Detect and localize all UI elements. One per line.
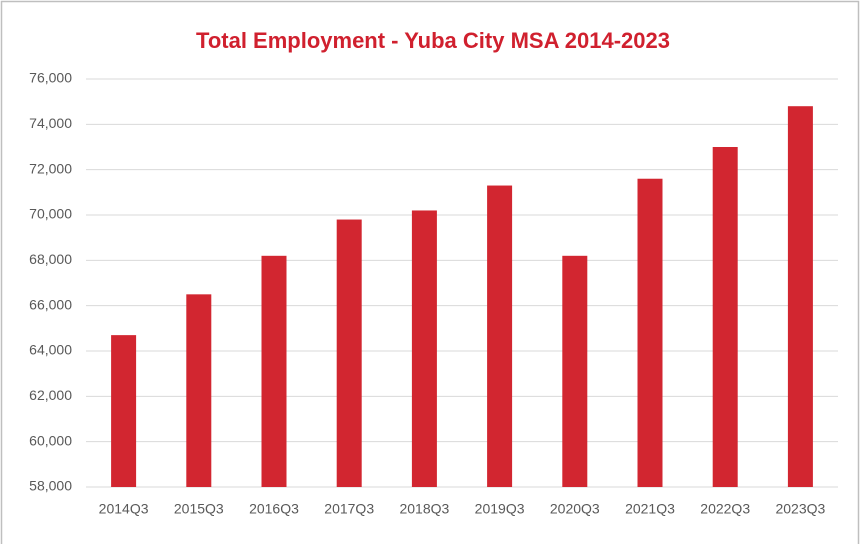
y-tick-label: 76,000 [29, 70, 72, 86]
y-tick-label: 74,000 [29, 115, 72, 131]
chart-title: Total Employment - Yuba City MSA 2014-20… [196, 28, 670, 53]
bar [562, 255, 588, 487]
bar [487, 185, 513, 488]
x-tick-label: 2016Q3 [249, 501, 299, 517]
x-tick-label: 2017Q3 [324, 501, 374, 517]
x-tick-label: 2023Q3 [775, 501, 825, 517]
y-tick-label: 68,000 [29, 251, 72, 267]
y-tick-label: 62,000 [29, 387, 72, 403]
bar [411, 210, 437, 487]
bar [186, 294, 212, 487]
x-tick-label: 2020Q3 [550, 501, 600, 517]
x-tick-label: 2015Q3 [174, 501, 224, 517]
y-tick-label: 66,000 [29, 296, 72, 312]
y-tick-label: 58,000 [29, 478, 72, 494]
x-tick-label: 2019Q3 [475, 501, 525, 517]
bar [336, 219, 362, 488]
bar [712, 147, 738, 487]
x-tick-label: 2018Q3 [399, 501, 449, 517]
y-tick-label: 60,000 [29, 432, 72, 448]
y-tick-label: 72,000 [29, 160, 72, 176]
bar [261, 255, 287, 487]
bar [637, 178, 663, 487]
x-tick-label: 2022Q3 [700, 501, 750, 517]
x-tick-label: 2021Q3 [625, 501, 675, 517]
x-tick-label: 2014Q3 [99, 501, 149, 517]
bar [787, 106, 813, 487]
y-tick-label: 64,000 [29, 342, 72, 358]
y-tick-label: 70,000 [29, 206, 72, 222]
bar [111, 335, 137, 487]
